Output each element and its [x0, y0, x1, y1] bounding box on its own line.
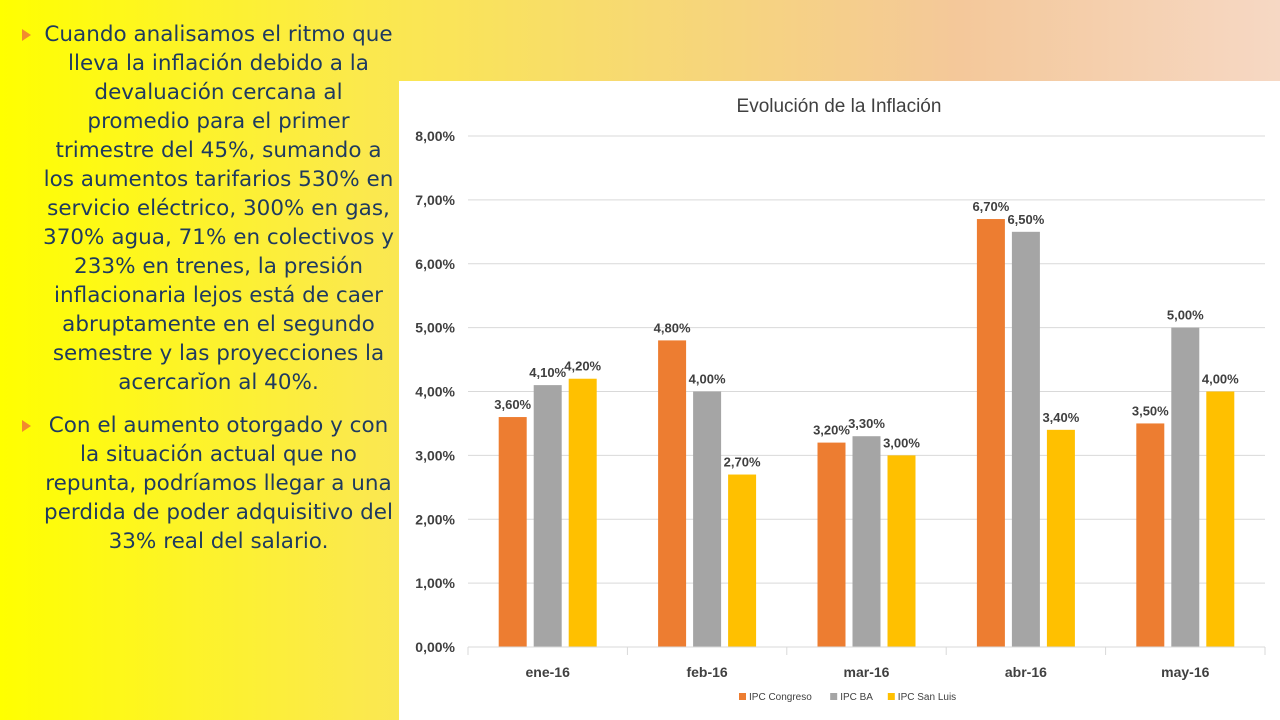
y-tick-label: 6,00%: [415, 256, 455, 272]
y-tick-label: 0,00%: [415, 639, 455, 655]
data-label: 3,30%: [848, 416, 885, 431]
data-label: 6,50%: [1007, 212, 1044, 227]
triangle-bullet-icon: [22, 29, 31, 41]
bullet-text: Cuando analisamos el ritmo que lleva la …: [43, 22, 394, 395]
x-tick-label: feb-16: [686, 664, 727, 680]
bar: [1046, 429, 1075, 647]
y-tick-label: 8,00%: [415, 128, 455, 144]
bar: [498, 417, 527, 647]
data-label: 3,60%: [494, 397, 531, 412]
y-tick-label: 5,00%: [415, 320, 455, 336]
bar: [976, 219, 1005, 647]
legend-label: IPC Congreso: [749, 692, 812, 703]
y-tick-label: 4,00%: [415, 384, 455, 400]
bar: [693, 391, 722, 647]
data-label: 4,20%: [564, 359, 601, 374]
x-tick-label: may-16: [1161, 664, 1209, 680]
data-label: 3,50%: [1132, 403, 1169, 418]
data-label: 5,00%: [1167, 308, 1204, 323]
data-label: 4,00%: [689, 372, 726, 387]
data-label: 4,10%: [529, 365, 566, 380]
y-tick-label: 3,00%: [415, 447, 455, 463]
data-label: 4,00%: [1202, 372, 1239, 387]
bullet-item: Con el aumento otorgado y con la situaci…: [20, 411, 395, 556]
legend-swatch: [739, 693, 746, 700]
y-tick-label: 7,00%: [415, 192, 455, 208]
triangle-bullet-icon: [22, 420, 31, 432]
bar: [658, 340, 687, 647]
data-label: 6,70%: [972, 199, 1009, 214]
data-label: 4,80%: [654, 320, 691, 335]
inflation-bar-chart: Evolución de la Inflación 0,00% 1,00% 2,00…: [415, 96, 1266, 703]
bar: [1136, 423, 1165, 647]
bar: [568, 378, 597, 647]
data-label: 2,70%: [724, 455, 761, 470]
data-label: 3,00%: [883, 435, 920, 450]
bar: [887, 455, 916, 647]
slide-text-panel: Cuando analisamos el ritmo que lleva la …: [20, 20, 395, 570]
y-tick-label: 1,00%: [415, 575, 455, 591]
legend-swatch: [887, 693, 895, 700]
y-tick-label: 2,00%: [415, 511, 455, 527]
bar: [1206, 391, 1235, 647]
x-tick-label: ene-16: [526, 664, 571, 680]
data-label: 3,20%: [813, 423, 850, 438]
data-label: 3,40%: [1042, 410, 1079, 425]
bar: [852, 436, 881, 647]
bar: [817, 442, 846, 647]
chart-title: Evolución de la Inflación: [737, 96, 942, 117]
legend-label: IPC San Luis: [898, 692, 956, 703]
legend-label: IPC BA: [840, 692, 873, 703]
x-tick-label: abr-16: [1005, 664, 1047, 680]
legend-swatch: [830, 693, 838, 700]
x-tick-label: mar-16: [844, 664, 890, 680]
bullet-item: Cuando analisamos el ritmo que lleva la …: [20, 20, 395, 397]
chart-container: Evolución de la Inflación 0,00% 1,00% 2,00…: [399, 81, 1280, 720]
bar: [1011, 231, 1040, 647]
bullet-text: Con el aumento otorgado y con la situaci…: [44, 413, 393, 554]
bar: [533, 385, 562, 647]
bar: [728, 474, 757, 647]
bar: [1171, 327, 1200, 647]
